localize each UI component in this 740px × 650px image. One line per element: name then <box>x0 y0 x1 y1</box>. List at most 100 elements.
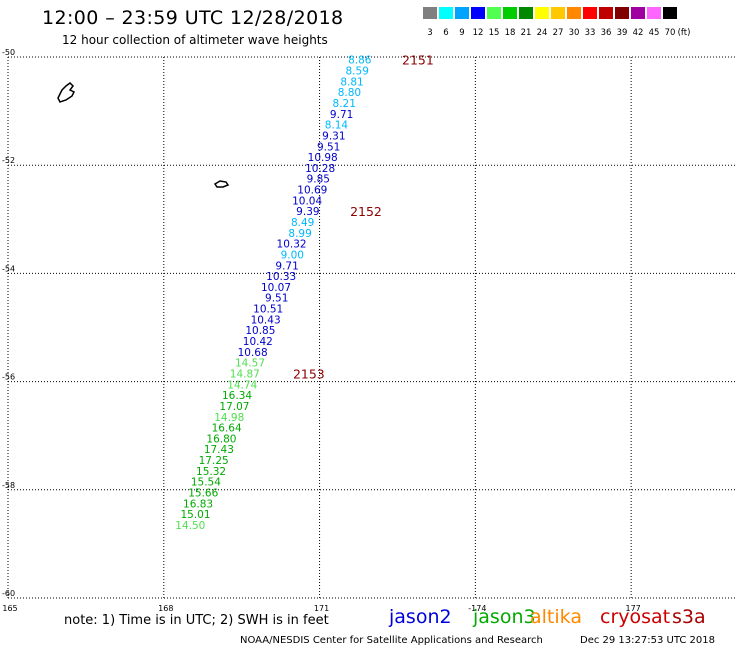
legend-swatch <box>550 6 566 20</box>
legend-swatch <box>454 6 470 20</box>
lon-label: 177 <box>626 604 641 613</box>
wave-height-value: 8.59 <box>346 66 369 78</box>
wave-height-value: 8.49 <box>291 217 314 229</box>
legend-swatch <box>486 6 502 20</box>
legend-swatch <box>646 6 662 20</box>
lat-label: -54 <box>2 264 15 273</box>
wave-height-value: 14.87 <box>230 368 260 380</box>
lon-label: 171 <box>314 604 329 613</box>
legend-tick-label: 45 <box>648 28 660 38</box>
legend-tick-label: 70 <box>664 28 676 38</box>
legend-tick-label: 12 <box>472 28 484 38</box>
legend-tick-label: 33 <box>584 28 596 38</box>
lat-label: -60 <box>2 589 15 598</box>
legend-cryosat: cryosat <box>600 606 671 628</box>
wave-height-value: 16.34 <box>222 390 252 402</box>
wave-height-color-legend: 3 6 9 12 15 18 21 24 27 30 33 36 39 42 45 70 (ft) <box>422 6 690 38</box>
legend-swatch <box>438 6 454 20</box>
legend-swatch <box>582 6 598 20</box>
wave-height-value: 9.51 <box>317 141 340 153</box>
wave-height-value: 8.99 <box>288 228 311 240</box>
wave-height-value: 16.83 <box>183 498 213 510</box>
legend-s3a: s3a <box>672 606 706 628</box>
wave-height-value: 10.32 <box>277 239 307 251</box>
wave-height-value: 8.80 <box>338 87 361 99</box>
lon-label: -174 <box>468 604 486 613</box>
wave-height-value: 16.64 <box>212 423 242 435</box>
legend-jason3: jason3 <box>473 606 536 628</box>
legend-swatch <box>566 6 582 20</box>
legend-swatch <box>470 6 486 20</box>
legend-altika: altika <box>530 606 582 628</box>
legend-swatch <box>662 6 678 20</box>
wave-height-value: 15.66 <box>188 488 218 500</box>
pass-time-label: 2151 <box>402 53 434 68</box>
campbell-island-outline <box>213 180 230 188</box>
auckland-island-outline <box>57 82 76 103</box>
legend-swatch <box>518 6 534 20</box>
wave-height-value: 10.28 <box>305 163 335 175</box>
legend-swatch <box>598 6 614 20</box>
wave-height-value: 16.80 <box>206 433 236 445</box>
wave-height-value: 10.33 <box>266 271 296 283</box>
wave-height-value: 15.01 <box>180 509 210 521</box>
wave-height-value: 10.43 <box>251 314 281 326</box>
legend-tick-label: 30 <box>568 28 580 38</box>
pass-time-label: 2152 <box>350 204 382 219</box>
generated-timestamp: Dec 29 13:27:53 UTC 2018 <box>580 635 715 646</box>
wave-height-value: 9.31 <box>322 130 345 142</box>
wave-height-value: 9.00 <box>281 249 304 261</box>
wave-height-value: 14.57 <box>235 358 265 370</box>
wave-height-value: 10.68 <box>238 347 268 359</box>
wave-height-value: 14.98 <box>214 412 244 424</box>
wave-height-value: 8.21 <box>333 98 356 110</box>
wave-height-value: 17.43 <box>204 444 234 456</box>
legend-tick-label: 27 <box>552 28 564 38</box>
wave-height-value: 14.50 <box>175 520 205 532</box>
legend-tick-label: 36 <box>600 28 612 38</box>
legend-tick-label: 42 <box>632 28 644 38</box>
wave-height-value: 9.39 <box>296 206 319 218</box>
lat-label: -58 <box>2 481 15 490</box>
wave-height-value: 9.71 <box>275 260 298 272</box>
credit-line: NOAA/NESDIS Center for Satellite Applica… <box>240 635 543 646</box>
wave-height-value: 10.85 <box>245 325 275 337</box>
wave-height-value: 10.98 <box>308 152 338 164</box>
legend-swatch <box>534 6 550 20</box>
legend-swatch <box>502 6 518 20</box>
wave-height-value: 10.51 <box>253 304 283 316</box>
legend-tick-label: 3 <box>427 28 433 38</box>
wave-height-value: 9.51 <box>265 293 288 305</box>
legend-tick-label: 24 <box>536 28 548 38</box>
wave-height-value: 8.86 <box>348 55 372 67</box>
wave-height-value: 14.74 <box>227 379 257 391</box>
map-subtitle: 12 hour collection of altimeter wave hei… <box>62 33 328 47</box>
wave-height-value: 8.14 <box>325 120 349 132</box>
wave-height-value: 10.04 <box>292 195 322 207</box>
footer-note: note: 1) Time is in UTC; 2) SWH is in fe… <box>64 613 329 628</box>
lat-label: -52 <box>2 156 15 165</box>
wave-height-value: 10.69 <box>297 185 327 197</box>
wave-height-value: 17.25 <box>199 455 229 467</box>
wave-height-value: 9.71 <box>330 109 353 121</box>
legend-tick-label: 6 <box>443 28 449 38</box>
legend-tick-label: 9 <box>459 28 465 38</box>
map-title: 12:00 – 23:59 UTC 12/28/2018 <box>42 7 344 29</box>
legend-jason2: jason2 <box>389 606 452 628</box>
wave-height-value: 9.85 <box>307 174 330 186</box>
pass-time-label: 2153 <box>293 366 325 381</box>
legend-tick-label: 18 <box>504 28 516 38</box>
lon-label: 165 <box>2 604 17 613</box>
legend-tick-label: 15 <box>488 28 500 38</box>
legend-swatch <box>614 6 630 20</box>
wave-height-value: 15.32 <box>196 466 226 478</box>
wave-height-value: 17.07 <box>219 401 249 413</box>
wave-height-value: 10.42 <box>243 336 273 348</box>
legend-swatch <box>422 6 438 20</box>
legend-tick-label: 21 <box>520 28 532 38</box>
wave-height-value: 15.54 <box>191 477 221 489</box>
lat-label: -50 <box>2 48 15 57</box>
wave-height-value: 10.07 <box>261 282 291 294</box>
